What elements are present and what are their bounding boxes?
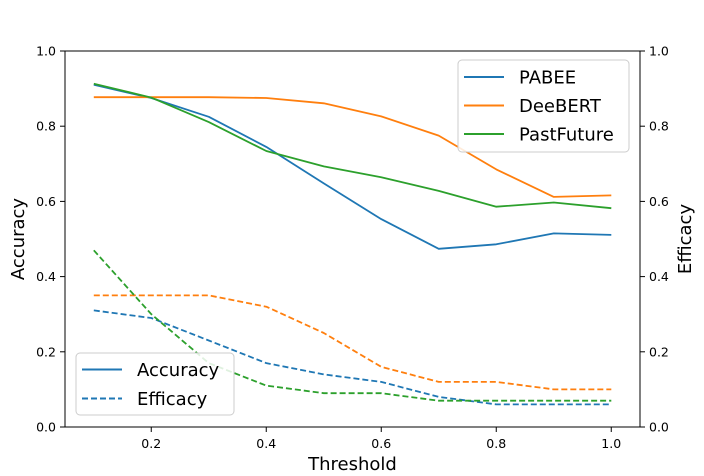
y-axis-title-right: Efficacy <box>675 204 696 275</box>
legend-label-pastfuture: PastFuture <box>519 125 614 146</box>
y-tick-label-right: 0.6 <box>649 194 669 209</box>
series-line-pabee-efficacy <box>93 309 612 406</box>
series-line-pastfuture-accuracy <box>93 82 612 210</box>
x-tick-label: 0.4 <box>256 436 276 451</box>
y-tick-label-right: 0.4 <box>649 269 669 284</box>
y-tick-label-right: 0.0 <box>649 420 669 435</box>
y-tick-label-right: 1.0 <box>649 44 669 59</box>
x-axis-title: Threshold <box>307 454 397 475</box>
plot-area: 0.2 0.4 0.6 0.8 1.0 0.0 0.0 0.2 0.2 0.4 0.4 0.6 0.6 0… <box>8 44 696 476</box>
y-tick-label-left: 0.8 <box>36 119 56 134</box>
series-line-deebert-efficacy <box>93 294 612 391</box>
x-tick-label: 0.6 <box>371 436 391 451</box>
series-line-pabee-accuracy <box>93 83 612 250</box>
y-tick-label-right: 0.8 <box>649 119 669 134</box>
x-tick-label: 0.2 <box>141 436 161 451</box>
series-line-deebert-accuracy <box>93 96 612 198</box>
y-tick-label-right: 0.2 <box>649 344 669 359</box>
legend-label-efficacy: Efficacy <box>137 389 208 410</box>
legend-label-pabee: PABEE <box>519 68 576 89</box>
y-tick-label-left: 0.4 <box>36 269 56 284</box>
legend-label-deebert: DeeBERT <box>519 96 602 117</box>
legend-models-box <box>457 59 630 153</box>
y-axis-title-left: Accuracy <box>8 198 29 281</box>
x-tick-label: 0.8 <box>486 436 506 451</box>
plot-frame <box>64 50 641 428</box>
x-tick-label: 1.0 <box>601 436 621 451</box>
y-tick-label-left: 0.0 <box>36 420 56 435</box>
y-tick-label-left: 0.6 <box>36 194 56 209</box>
series-line-pastfuture-efficacy <box>93 249 612 402</box>
y-tick-label-left: 0.2 <box>36 344 56 359</box>
y-tick-label-left: 1.0 <box>36 44 56 59</box>
legend-label-accuracy: Accuracy <box>137 360 220 381</box>
